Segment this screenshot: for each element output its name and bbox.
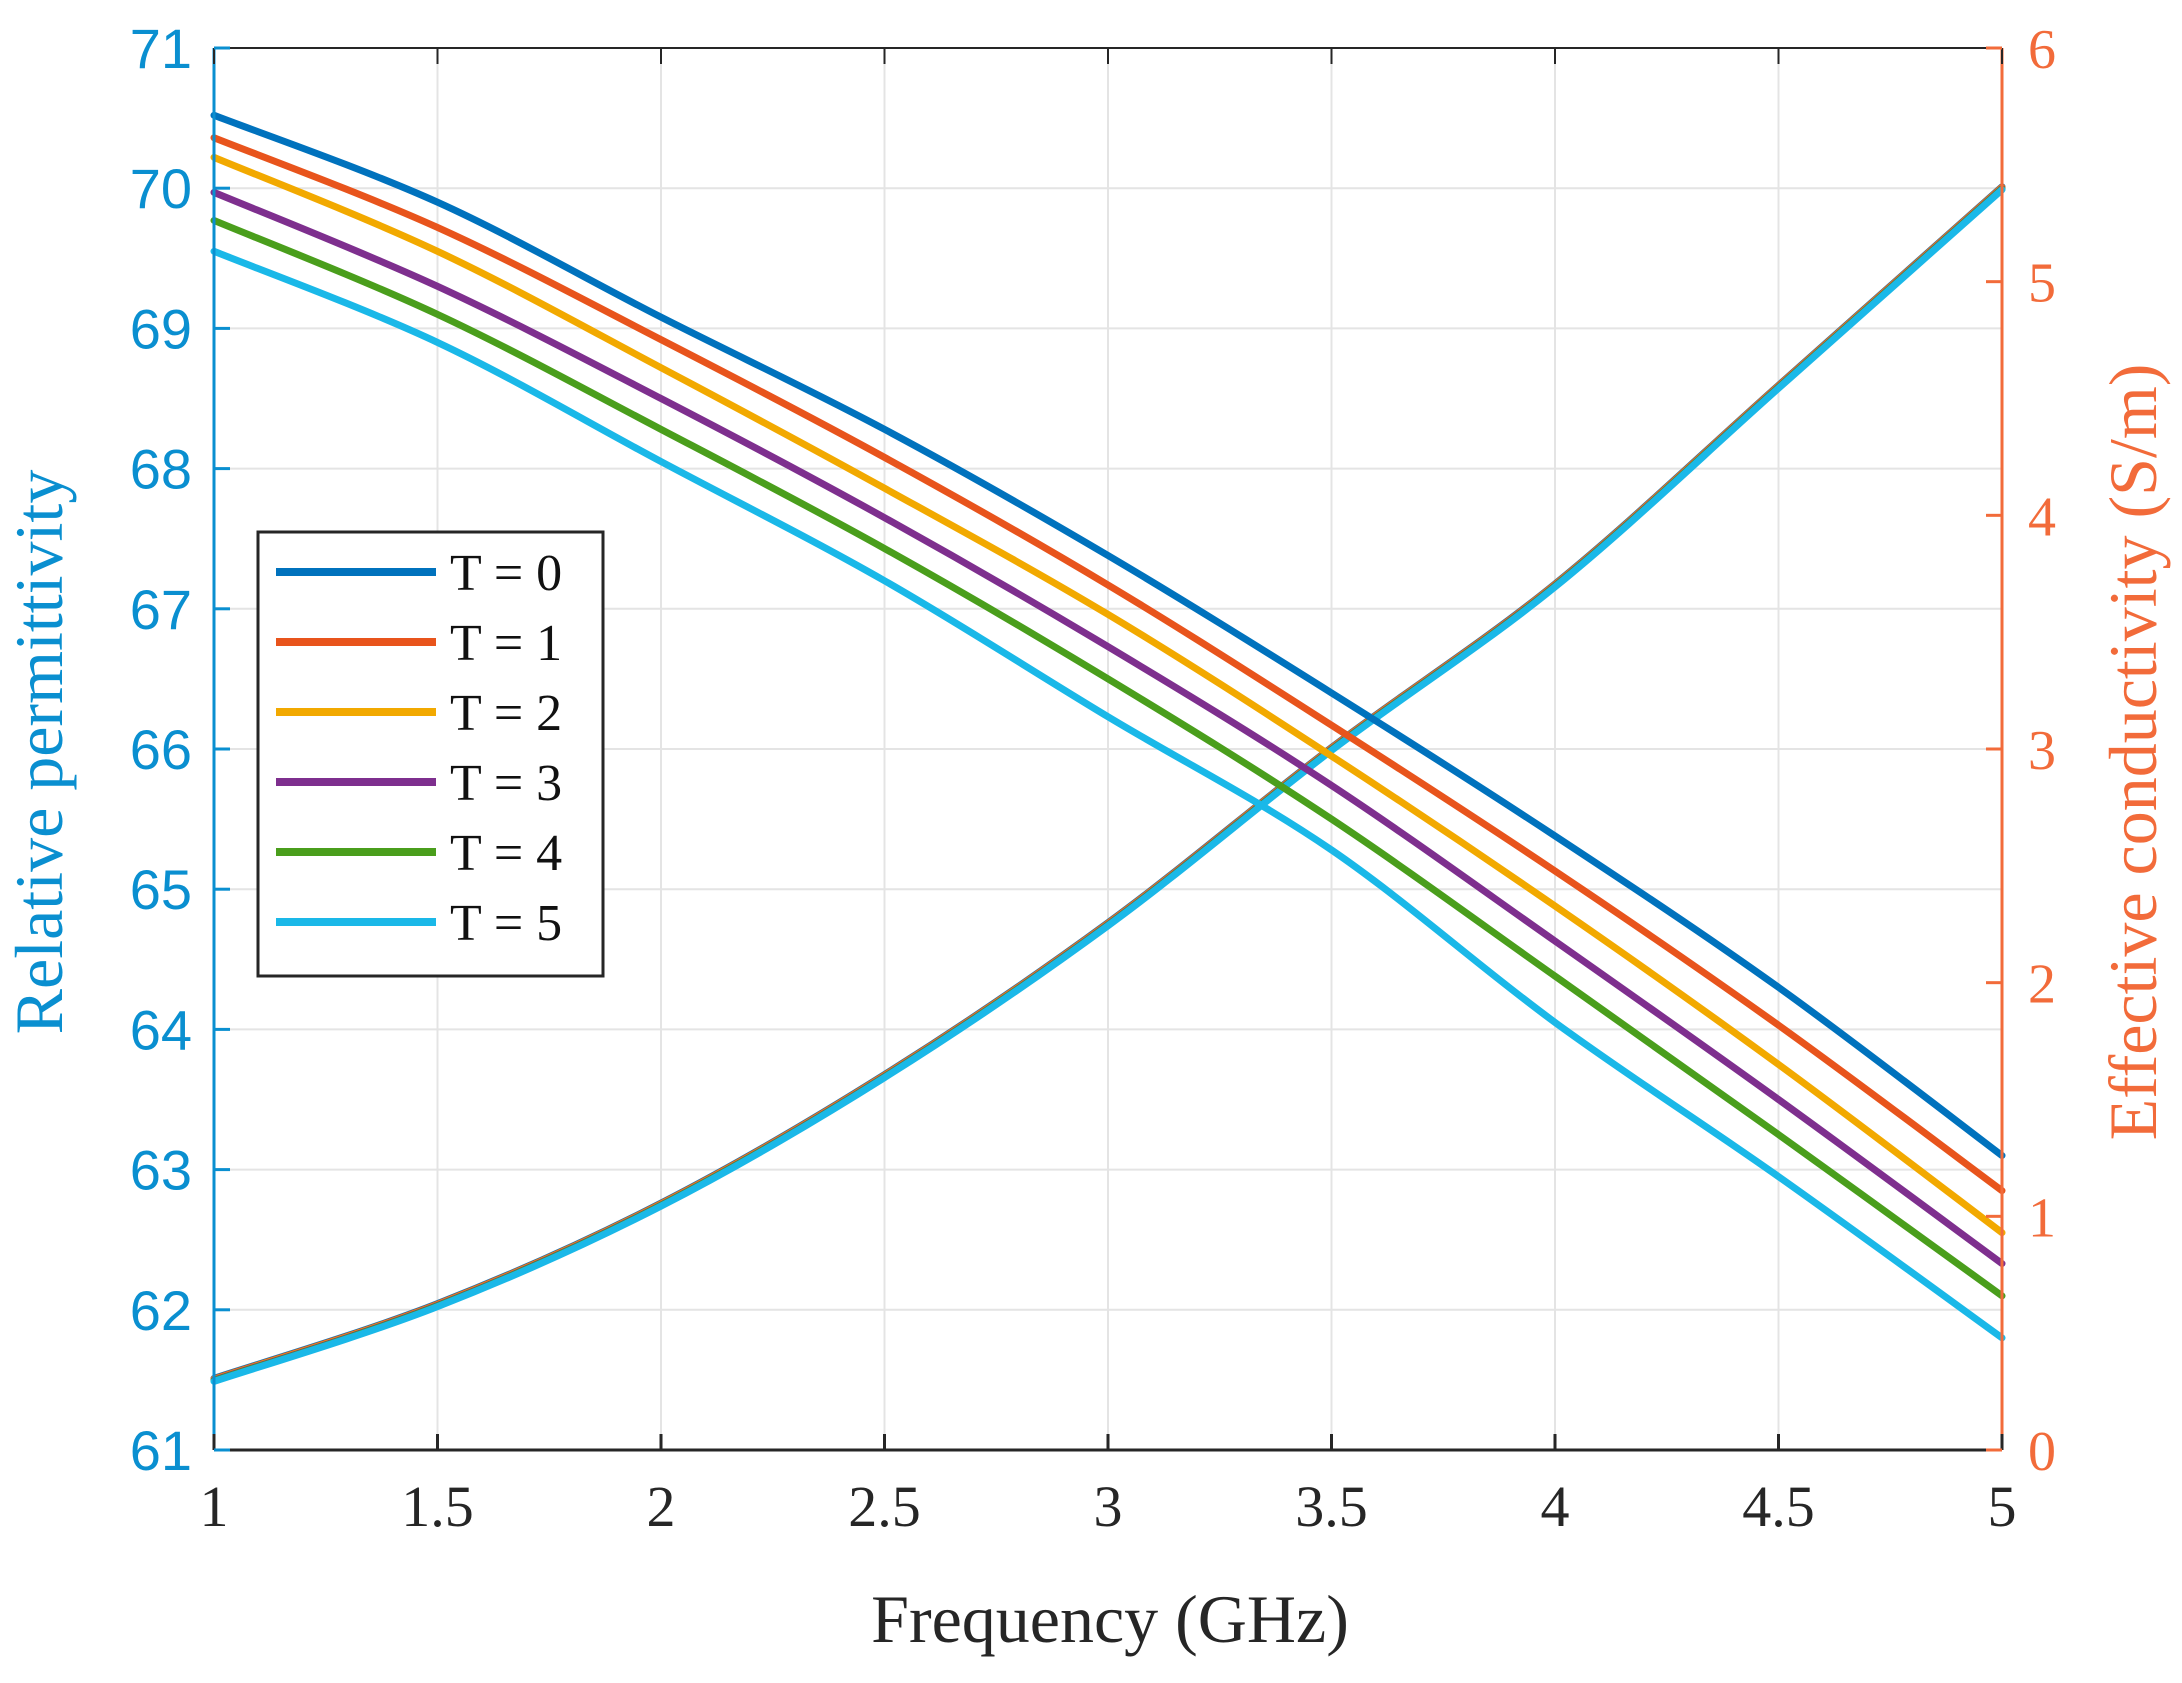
x-tick-label: 2 (647, 1474, 676, 1539)
legend-box (256, 530, 605, 978)
y-left-tick-label: 63 (130, 1139, 192, 1202)
y-left-axis-label: Relative permittivity (1, 470, 77, 1035)
legend-label: T = 1 (450, 615, 562, 672)
legend-label: T = 2 (450, 685, 562, 742)
y-right-tick-label: 6 (2028, 19, 2056, 81)
legend-label: T = 3 (450, 755, 562, 812)
permittivity-line (210, 247, 2006, 1342)
permittivity-line (210, 188, 2006, 1268)
x-tick-label: 3 (1094, 1474, 1123, 1539)
y-left-tick-label: 66 (130, 718, 192, 781)
x-tick-label: 2.5 (848, 1474, 921, 1539)
y-left-tick-label: 69 (130, 297, 192, 360)
y-right-tick-label: 1 (2028, 1187, 2056, 1249)
conductivity-line (210, 186, 2006, 1385)
permittivity-line (210, 111, 2006, 1160)
y-left-tick-label: 64 (130, 998, 192, 1061)
y-left-tick-label: 65 (130, 858, 192, 921)
legend-label: T = 5 (450, 895, 562, 952)
permittivity-line (210, 153, 2006, 1237)
x-tick-label: 1 (200, 1474, 229, 1539)
y-right-tick-label: 2 (2028, 954, 2056, 1016)
x-tick-label: 4.5 (1742, 1474, 1815, 1539)
y-left-tick-label: 61 (130, 1419, 192, 1482)
y-left-tick-label: 71 (130, 17, 192, 80)
x-tick-label: 3.5 (1295, 1474, 1368, 1539)
x-tick-label: 5 (1988, 1474, 2017, 1539)
x-tick-label: 1.5 (401, 1474, 474, 1539)
y-right-tick-label: 3 (2028, 720, 2056, 782)
y-right-tick-label: 0 (2028, 1421, 2056, 1483)
y-right-tick-label: 5 (2028, 253, 2056, 315)
legend-label: T = 0 (450, 545, 562, 602)
y-left-tick-label: 67 (130, 578, 192, 641)
permittivity-line (210, 134, 2006, 1195)
y-left-tick-label: 68 (130, 438, 192, 501)
y-left-tick-label: 62 (130, 1279, 192, 1342)
legend: T = 0 T = 1 T = 2 T = 3 T = 4 T = 5 (256, 530, 605, 978)
permittivity-line (210, 216, 2006, 1300)
x-tick-label: 4 (1541, 1474, 1570, 1539)
y-right-tick-label: 4 (2028, 486, 2056, 548)
y-left-tick-label: 70 (130, 157, 192, 220)
legend-label: T = 4 (450, 825, 562, 882)
y-right-axis-label: Effective conductivity (S/m) (2095, 364, 2171, 1141)
x-axis-label: Frequency (GHz) (871, 1581, 1349, 1657)
